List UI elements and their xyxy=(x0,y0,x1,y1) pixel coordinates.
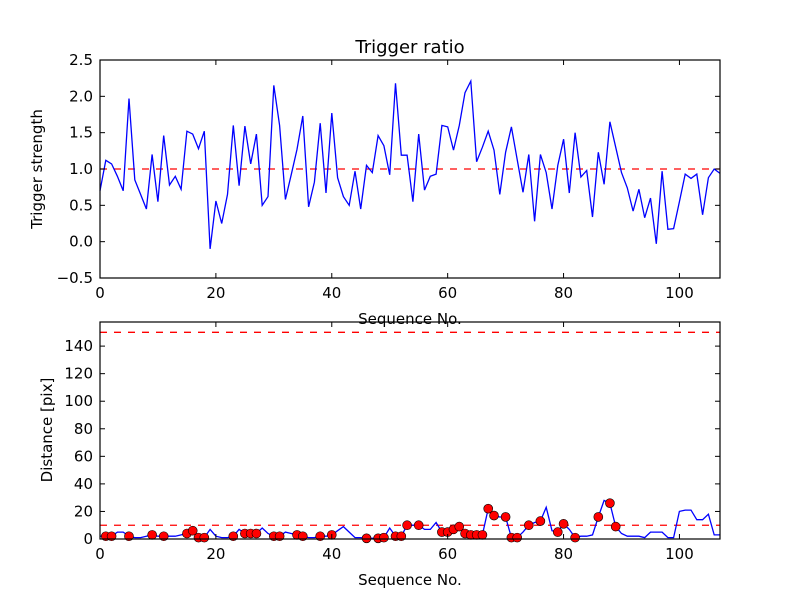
bottom-data-marker xyxy=(454,521,465,532)
top-xtick-label: 100 xyxy=(665,284,694,302)
bottom-data-marker xyxy=(187,525,198,536)
bottom-xtick-label: 80 xyxy=(554,545,573,563)
bottom-ytick-label: 140 xyxy=(64,337,93,355)
top-xtick-label: 0 xyxy=(95,284,105,302)
bottom-ytick-label: 120 xyxy=(64,365,93,383)
bottom-axes-frame xyxy=(99,321,721,540)
top-axes: 0 20 40 60 80 100 −0.5 0.0 0.5 1.0 1.5 2.0 2.5 xyxy=(57,51,721,302)
top-xtick-label: 20 xyxy=(206,284,225,302)
bottom-data-marker xyxy=(483,503,494,514)
bottom-data-marker xyxy=(199,532,210,543)
bottom-data-marker xyxy=(361,533,372,544)
top-ytick-label: 1.0 xyxy=(69,160,93,178)
top-xlabel: Sequence No. xyxy=(358,310,462,328)
bottom-data-marker xyxy=(251,528,262,539)
bottom-data-marker xyxy=(402,520,412,531)
bottom-ytick-label: 40 xyxy=(74,475,93,493)
top-ytick-label: 1.5 xyxy=(69,124,93,142)
top-ytick-label: −0.5 xyxy=(57,269,93,287)
top-ytick-label: 0.5 xyxy=(69,196,93,214)
bottom-data-marker xyxy=(477,530,488,540)
bottom-data-marker xyxy=(605,498,615,508)
bottom-xtick-label: 60 xyxy=(438,545,457,563)
bottom-ylabel: Distance [pix] xyxy=(38,378,56,483)
bottom-data-marker xyxy=(570,532,580,543)
bottom-ytick-label: 80 xyxy=(74,420,93,438)
bottom-data-marker xyxy=(379,532,389,543)
bottom-xtick-label: 0 xyxy=(95,545,105,563)
bottom-ytick-label: 20 xyxy=(74,502,93,520)
bottom-data-marker xyxy=(610,521,621,532)
top-xtick-label: 60 xyxy=(438,284,457,302)
bottom-ytick-label: 100 xyxy=(64,392,93,410)
top-ytick-label: 2.0 xyxy=(69,87,93,105)
bottom-data-marker xyxy=(512,532,522,543)
bottom-xlabel: Sequence No. xyxy=(358,571,462,589)
bottom-axes: 0 20 40 60 80 100 0 20 40 60 80 100 120 140 xyxy=(64,321,721,563)
bottom-xtick-label: 20 xyxy=(206,545,225,563)
bottom-data-marker xyxy=(500,512,511,522)
top-ytick-label: 0.0 xyxy=(69,233,93,251)
bottom-xtick-label: 40 xyxy=(322,545,341,563)
bottom-ytick-label: 0 xyxy=(83,530,93,548)
bottom-data-marker xyxy=(558,519,569,529)
bottom-ytick-label: 60 xyxy=(74,447,93,465)
bottom-data-marker xyxy=(523,520,534,531)
top-ytick-label: 2.5 xyxy=(69,51,93,69)
top-series-line xyxy=(99,78,721,249)
top-xtick-label: 80 xyxy=(554,284,573,302)
bottom-data-marker xyxy=(147,530,157,540)
bottom-data-marker xyxy=(489,510,499,521)
bottom-xtick-label: 100 xyxy=(665,545,694,563)
top-xtick-label: 40 xyxy=(322,284,341,302)
chart-title: Trigger ratio xyxy=(354,37,464,58)
bottom-data-marker xyxy=(593,512,604,522)
bottom-data-marker xyxy=(552,527,563,537)
bottom-data-marker xyxy=(413,520,424,531)
top-ylabel: Trigger strength xyxy=(28,109,46,230)
bottom-data-marker xyxy=(535,516,546,526)
